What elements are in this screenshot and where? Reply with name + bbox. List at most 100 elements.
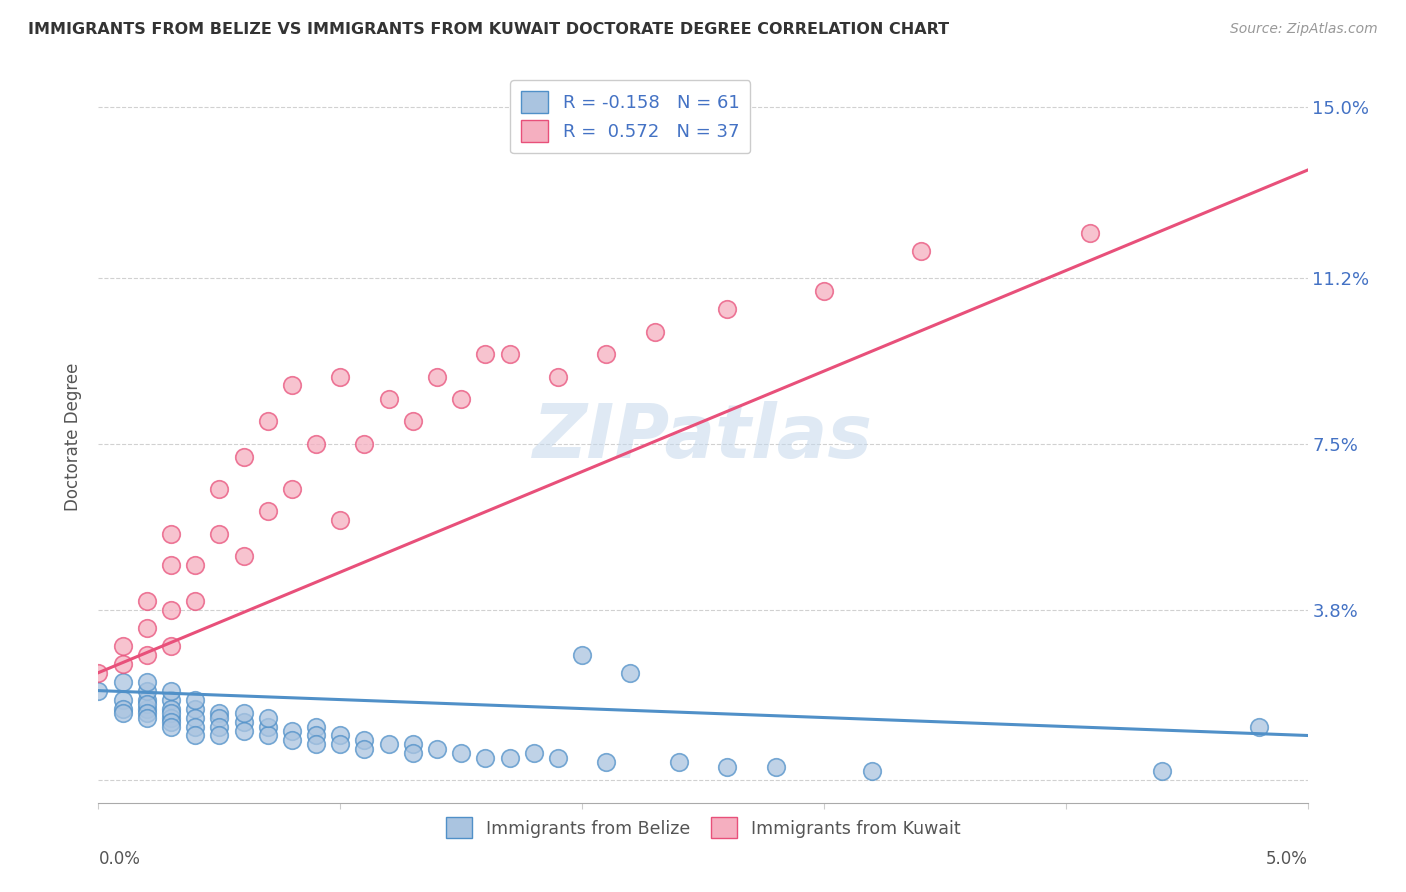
Point xyxy=(668,756,690,770)
Point xyxy=(571,648,593,662)
Point xyxy=(910,244,932,258)
Point xyxy=(353,733,375,747)
Point xyxy=(377,392,399,406)
Point xyxy=(547,369,569,384)
Point xyxy=(256,414,278,428)
Point xyxy=(813,285,835,299)
Point xyxy=(256,719,278,733)
Point xyxy=(135,674,157,689)
Point xyxy=(135,697,157,711)
Point xyxy=(716,302,738,317)
Point xyxy=(716,760,738,774)
Point xyxy=(184,701,207,715)
Point xyxy=(305,719,328,733)
Point xyxy=(135,648,157,662)
Point xyxy=(160,603,183,617)
Point xyxy=(232,549,254,563)
Point xyxy=(184,558,207,572)
Point xyxy=(402,747,425,761)
Point xyxy=(426,369,449,384)
Point xyxy=(208,482,231,496)
Point xyxy=(305,437,328,451)
Point xyxy=(135,692,157,706)
Point xyxy=(329,729,352,743)
Point xyxy=(281,724,304,739)
Point xyxy=(1078,226,1101,240)
Point xyxy=(377,738,399,752)
Point xyxy=(208,706,231,720)
Point xyxy=(111,692,134,706)
Point xyxy=(232,450,254,465)
Text: IMMIGRANTS FROM BELIZE VS IMMIGRANTS FROM KUWAIT DOCTORATE DEGREE CORRELATION CH: IMMIGRANTS FROM BELIZE VS IMMIGRANTS FRO… xyxy=(28,22,949,37)
Point xyxy=(232,724,254,739)
Point xyxy=(402,414,425,428)
Point xyxy=(256,729,278,743)
Point xyxy=(208,526,231,541)
Point xyxy=(450,747,472,761)
Point xyxy=(498,347,520,361)
Text: Source: ZipAtlas.com: Source: ZipAtlas.com xyxy=(1230,22,1378,37)
Point xyxy=(1249,719,1271,733)
Point xyxy=(547,751,569,765)
Point xyxy=(281,733,304,747)
Point xyxy=(474,347,496,361)
Point xyxy=(595,756,617,770)
Point xyxy=(184,692,207,706)
Point xyxy=(232,706,254,720)
Point xyxy=(619,665,641,680)
Point xyxy=(160,558,183,572)
Point xyxy=(87,683,110,698)
Point xyxy=(184,710,207,724)
Point xyxy=(305,738,328,752)
Point xyxy=(135,683,157,698)
Point xyxy=(184,729,207,743)
Point xyxy=(498,751,520,765)
Point xyxy=(135,701,157,715)
Point xyxy=(184,594,207,608)
Point xyxy=(208,710,231,724)
Point xyxy=(353,742,375,756)
Point xyxy=(160,714,183,729)
Point xyxy=(135,594,157,608)
Point xyxy=(160,710,183,724)
Point xyxy=(87,665,110,680)
Point xyxy=(135,710,157,724)
Point xyxy=(450,392,472,406)
Point xyxy=(765,760,787,774)
Point xyxy=(644,325,666,339)
Point xyxy=(523,747,546,761)
Point xyxy=(160,719,183,733)
Text: ZIPatlas: ZIPatlas xyxy=(533,401,873,474)
Point xyxy=(281,482,304,496)
Point xyxy=(111,706,134,720)
Point xyxy=(160,683,183,698)
Point xyxy=(111,639,134,653)
Point xyxy=(329,513,352,527)
Legend: Immigrants from Belize, Immigrants from Kuwait: Immigrants from Belize, Immigrants from … xyxy=(439,810,967,846)
Point xyxy=(135,621,157,635)
Text: 0.0%: 0.0% xyxy=(98,850,141,868)
Point xyxy=(111,674,134,689)
Point xyxy=(305,729,328,743)
Point xyxy=(111,701,134,715)
Point xyxy=(595,347,617,361)
Point xyxy=(329,738,352,752)
Y-axis label: Doctorate Degree: Doctorate Degree xyxy=(65,363,83,511)
Point xyxy=(160,706,183,720)
Point xyxy=(232,714,254,729)
Point xyxy=(256,710,278,724)
Point xyxy=(111,657,134,671)
Point xyxy=(160,639,183,653)
Point xyxy=(860,764,883,779)
Point xyxy=(281,378,304,392)
Point xyxy=(160,692,183,706)
Point xyxy=(426,742,449,756)
Point xyxy=(160,701,183,715)
Point xyxy=(1152,764,1174,779)
Point xyxy=(208,729,231,743)
Point xyxy=(208,719,231,733)
Point xyxy=(160,526,183,541)
Point xyxy=(184,719,207,733)
Point xyxy=(474,751,496,765)
Point xyxy=(256,504,278,518)
